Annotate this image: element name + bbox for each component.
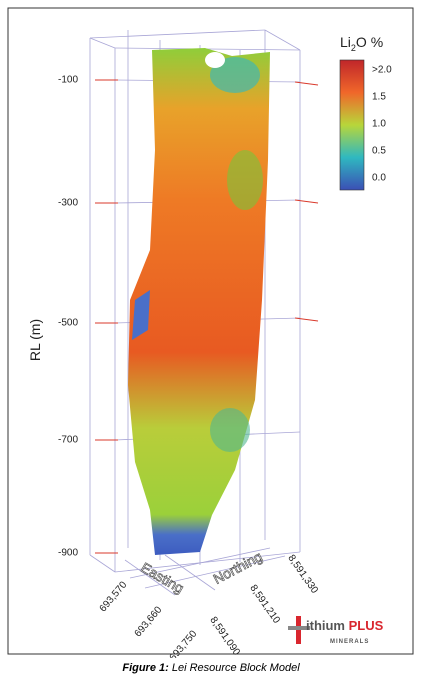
patch bbox=[132, 290, 150, 340]
legend-label: >2.0 bbox=[372, 65, 392, 76]
color-bar bbox=[339, 59, 365, 191]
logo-sub: MINERALS bbox=[330, 639, 369, 645]
northing-label: Northing bbox=[211, 548, 265, 587]
easting-tick: 693,660 bbox=[133, 604, 165, 639]
northing-tick: 8,591,090 bbox=[207, 615, 242, 658]
easting-tick: 693,570 bbox=[98, 579, 130, 614]
logo-mark bbox=[288, 626, 310, 630]
legend-label: 1.5 bbox=[372, 92, 386, 103]
frame bbox=[7, 7, 414, 655]
rl-tick: -100 bbox=[58, 75, 78, 86]
rl-tick: -700 bbox=[58, 435, 78, 446]
caption-text: Lei Resource Block Model bbox=[171, 662, 300, 674]
caption-label: Figure 1: bbox=[122, 662, 169, 674]
rl-tick: -300 bbox=[58, 198, 78, 209]
legend-label: 1.0 bbox=[372, 119, 386, 130]
rl-tick-marks bbox=[95, 79, 319, 554]
patch bbox=[227, 150, 263, 210]
rl-label: RL (m) bbox=[27, 319, 43, 361]
legend-title-part: O % bbox=[356, 34, 383, 50]
legend-title-part: Li bbox=[340, 34, 351, 50]
logo: ithium PLUS MINERALS bbox=[288, 616, 384, 645]
figure: -100 -300 -500 -700 -900 RL (m) Easting … bbox=[7, 7, 414, 658]
legend-label: 0.0 bbox=[372, 173, 386, 184]
northing-tick: 8,591,210 bbox=[247, 583, 282, 626]
caption: Figure 1: Lei Resource Block Model bbox=[0, 662, 422, 674]
patch bbox=[210, 57, 260, 93]
northing-tick: 8,591,330 bbox=[285, 553, 320, 596]
legend-label: 0.5 bbox=[372, 146, 386, 157]
rl-tick: -900 bbox=[58, 548, 78, 559]
logo-brand: PLUS bbox=[349, 618, 384, 633]
rl-tick: -500 bbox=[58, 318, 78, 329]
legend-title: Li2O % bbox=[340, 34, 383, 53]
logo-text: ithium PLUS bbox=[306, 618, 384, 633]
patch bbox=[210, 408, 250, 452]
legend-title-part: 2 bbox=[351, 43, 356, 53]
hole bbox=[205, 52, 225, 68]
logo-brand: ithium bbox=[306, 618, 345, 633]
